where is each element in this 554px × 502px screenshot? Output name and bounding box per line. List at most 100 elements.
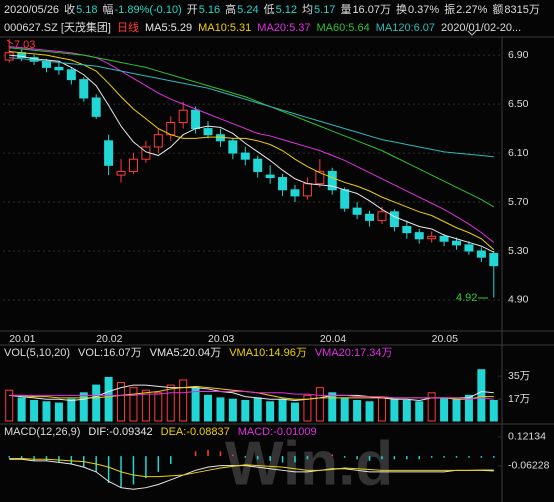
info-text: MA5:5.29 bbox=[145, 22, 192, 34]
volume-bar bbox=[104, 376, 113, 422]
info-text: VMA20:17.34万 bbox=[315, 347, 393, 359]
volume-bar bbox=[253, 397, 262, 422]
info-text: VMA10:14.96万 bbox=[229, 347, 307, 359]
candle-body bbox=[365, 213, 375, 221]
volume-bar bbox=[179, 379, 188, 422]
candle-body bbox=[315, 170, 325, 185]
indicator-line bbox=[9, 46, 495, 243]
info-text: VOL:16.07万 bbox=[78, 347, 142, 359]
volume-bar bbox=[390, 398, 399, 422]
candle-body bbox=[191, 109, 201, 130]
y-tick-label: 5.70 bbox=[508, 196, 529, 208]
info-text: 2020/01/02-20... bbox=[441, 22, 521, 34]
volume-bar bbox=[452, 398, 461, 422]
volume-bar bbox=[303, 394, 312, 422]
volume-bar bbox=[489, 399, 498, 422]
candle-body bbox=[302, 183, 312, 197]
indicator-line bbox=[9, 57, 494, 158]
volume-bar bbox=[191, 387, 200, 422]
volume-bar bbox=[464, 394, 473, 422]
candle-body bbox=[41, 60, 51, 68]
candle-body bbox=[91, 97, 101, 117]
info-value: 16.07万 bbox=[352, 4, 391, 16]
indicator-line bbox=[9, 54, 495, 253]
volume-bar bbox=[166, 384, 175, 422]
volume-bar bbox=[402, 399, 411, 422]
volume-bar bbox=[30, 399, 39, 422]
candle-body bbox=[476, 250, 486, 258]
candle-body bbox=[79, 79, 89, 99]
info-text: 2020/05/26 bbox=[4, 4, 59, 16]
volume-bar bbox=[477, 369, 486, 422]
indicator-line bbox=[9, 47, 495, 208]
candle-body bbox=[128, 158, 138, 172]
info-label: 量 bbox=[340, 3, 351, 16]
info-text: DIF:-0.09342 bbox=[88, 426, 152, 438]
info-label: 均 bbox=[302, 3, 313, 16]
info-value: 5.16 bbox=[199, 4, 220, 16]
volume-bar bbox=[79, 392, 88, 422]
y-tick-label: 17万 bbox=[508, 393, 530, 405]
candle-body bbox=[427, 235, 437, 240]
candle-body bbox=[489, 252, 499, 267]
info-value: 5.12 bbox=[276, 4, 297, 16]
info-text: 000627.SZ [天茂集团] bbox=[4, 20, 111, 34]
volume-bar bbox=[278, 398, 287, 422]
volume-bar bbox=[290, 402, 299, 422]
candle-body bbox=[240, 152, 250, 160]
info-label: 收 bbox=[64, 2, 75, 16]
dropdown-icon[interactable] bbox=[467, 30, 477, 36]
volume-bar bbox=[241, 399, 250, 422]
candle-body bbox=[66, 69, 76, 81]
y-tick-label: 35万 bbox=[508, 370, 530, 382]
volume-bar bbox=[92, 384, 101, 422]
info-text: MA120:6.07 bbox=[376, 22, 435, 34]
info-text: MA10:5.31 bbox=[198, 22, 251, 34]
candle-body bbox=[377, 211, 387, 221]
info-value: 5.24 bbox=[237, 4, 258, 16]
volume-bar bbox=[353, 399, 362, 422]
candle-body bbox=[104, 140, 114, 166]
indicator-line bbox=[9, 458, 494, 490]
candle-body bbox=[352, 207, 362, 215]
info-value: 8315万 bbox=[504, 4, 539, 16]
volume-bar bbox=[427, 392, 436, 422]
volume-bar bbox=[328, 392, 337, 422]
info-text: 日线 bbox=[117, 20, 139, 34]
volume-bar bbox=[365, 401, 374, 422]
volume-bar bbox=[228, 398, 237, 422]
info-value: 5.17 bbox=[314, 4, 335, 16]
candle-body bbox=[439, 235, 449, 242]
info-value: 5.18 bbox=[76, 4, 97, 16]
candle-body bbox=[253, 158, 263, 172]
candle-body bbox=[340, 189, 350, 209]
candle-body bbox=[327, 170, 337, 191]
annotation-arrow bbox=[6, 39, 14, 45]
info-label: 开 bbox=[187, 4, 198, 16]
info-label: 高 bbox=[225, 2, 236, 16]
info-label: 低 bbox=[264, 3, 275, 16]
candle-body bbox=[414, 232, 424, 240]
candle-body bbox=[402, 226, 412, 234]
y-tick-label: -0.06228 bbox=[508, 460, 550, 472]
watermark: Win.d bbox=[225, 429, 393, 498]
x-tick-label: 20.04 bbox=[320, 333, 346, 345]
x-tick-label: 20.03 bbox=[208, 333, 234, 345]
info-text: MACD:-0.01009 bbox=[238, 426, 317, 438]
y-tick-label: 0.12134 bbox=[508, 431, 546, 443]
indicator-line bbox=[9, 50, 495, 251]
indicator-line bbox=[9, 391, 494, 400]
volume-bar bbox=[415, 401, 424, 422]
volume-bar bbox=[266, 401, 275, 422]
volume-bar bbox=[315, 387, 324, 422]
candle-body bbox=[452, 240, 462, 246]
x-tick-label: 20.02 bbox=[96, 333, 122, 345]
info-label: 振 bbox=[444, 2, 455, 16]
info-text: VMA5:20.04万 bbox=[150, 347, 222, 359]
volume-bar bbox=[42, 401, 51, 422]
y-tick-label: 4.90 bbox=[508, 294, 529, 306]
volume-bar bbox=[129, 387, 138, 422]
indicator-line bbox=[9, 457, 494, 478]
info-text: VOL(5,10,20) bbox=[4, 347, 70, 359]
info-text: DEA:-0.08837 bbox=[161, 426, 230, 438]
